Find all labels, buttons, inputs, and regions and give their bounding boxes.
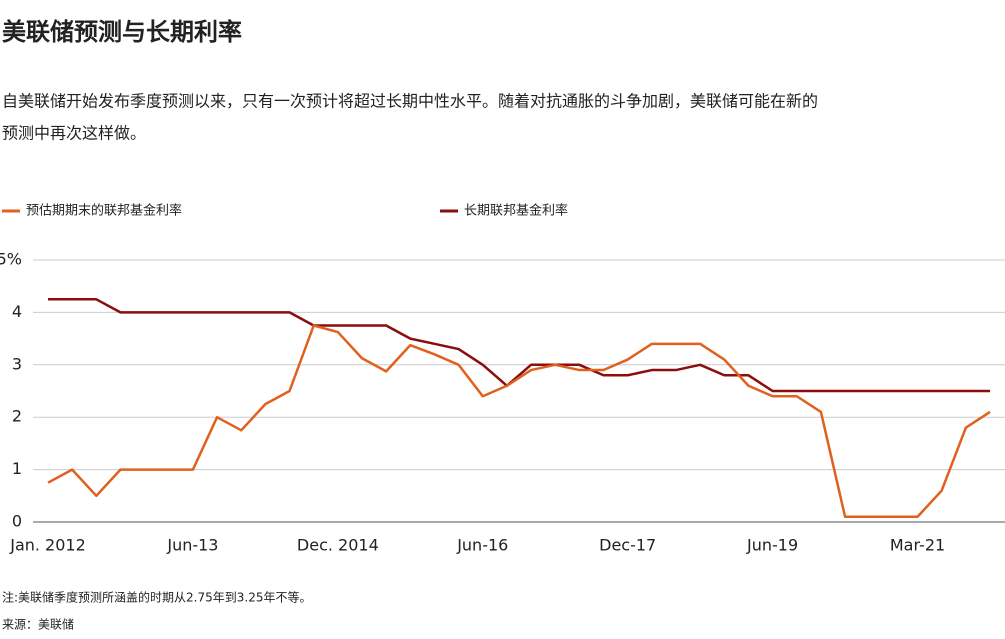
y-tick-label: 3 <box>12 354 22 373</box>
y-tick-label: 1 <box>12 459 22 478</box>
note: 注:美联储季度预测所涵盖的时期从2.75年到3.25年不等。 <box>2 590 311 605</box>
x-tick-label: Mar-21 <box>890 536 945 555</box>
series-line <box>48 298 990 393</box>
subtitle: 自美联储开始发布季度预测以来，只有一次预计将超过长期中性水平。随着对抗通胀的斗争… <box>2 92 818 111</box>
chart-title: 美联储预测与长期利率 <box>2 18 242 46</box>
x-tick-label: Jun-13 <box>166 536 218 555</box>
x-tick-label: Jun-19 <box>746 536 798 555</box>
x-tick-label: Jan. 2012 <box>9 536 86 555</box>
y-tick-label: 2 <box>12 407 22 426</box>
subtitle: 预测中再次这样做。 <box>2 124 146 143</box>
legend-label: 预估期期末的联邦基金利率 <box>26 203 182 219</box>
source: 来源：美联储 <box>2 617 74 632</box>
x-tick-label: Dec-17 <box>599 536 656 555</box>
y-tick-label: 5% <box>0 250 22 269</box>
series-line <box>47 324 991 519</box>
x-tick-label: Dec. 2014 <box>297 536 379 555</box>
y-tick-label: 4 <box>12 302 22 321</box>
legend-label: 长期联邦基金利率 <box>464 203 568 219</box>
y-tick-label: 0 <box>12 512 22 531</box>
x-tick-label: Jun-16 <box>456 536 508 555</box>
